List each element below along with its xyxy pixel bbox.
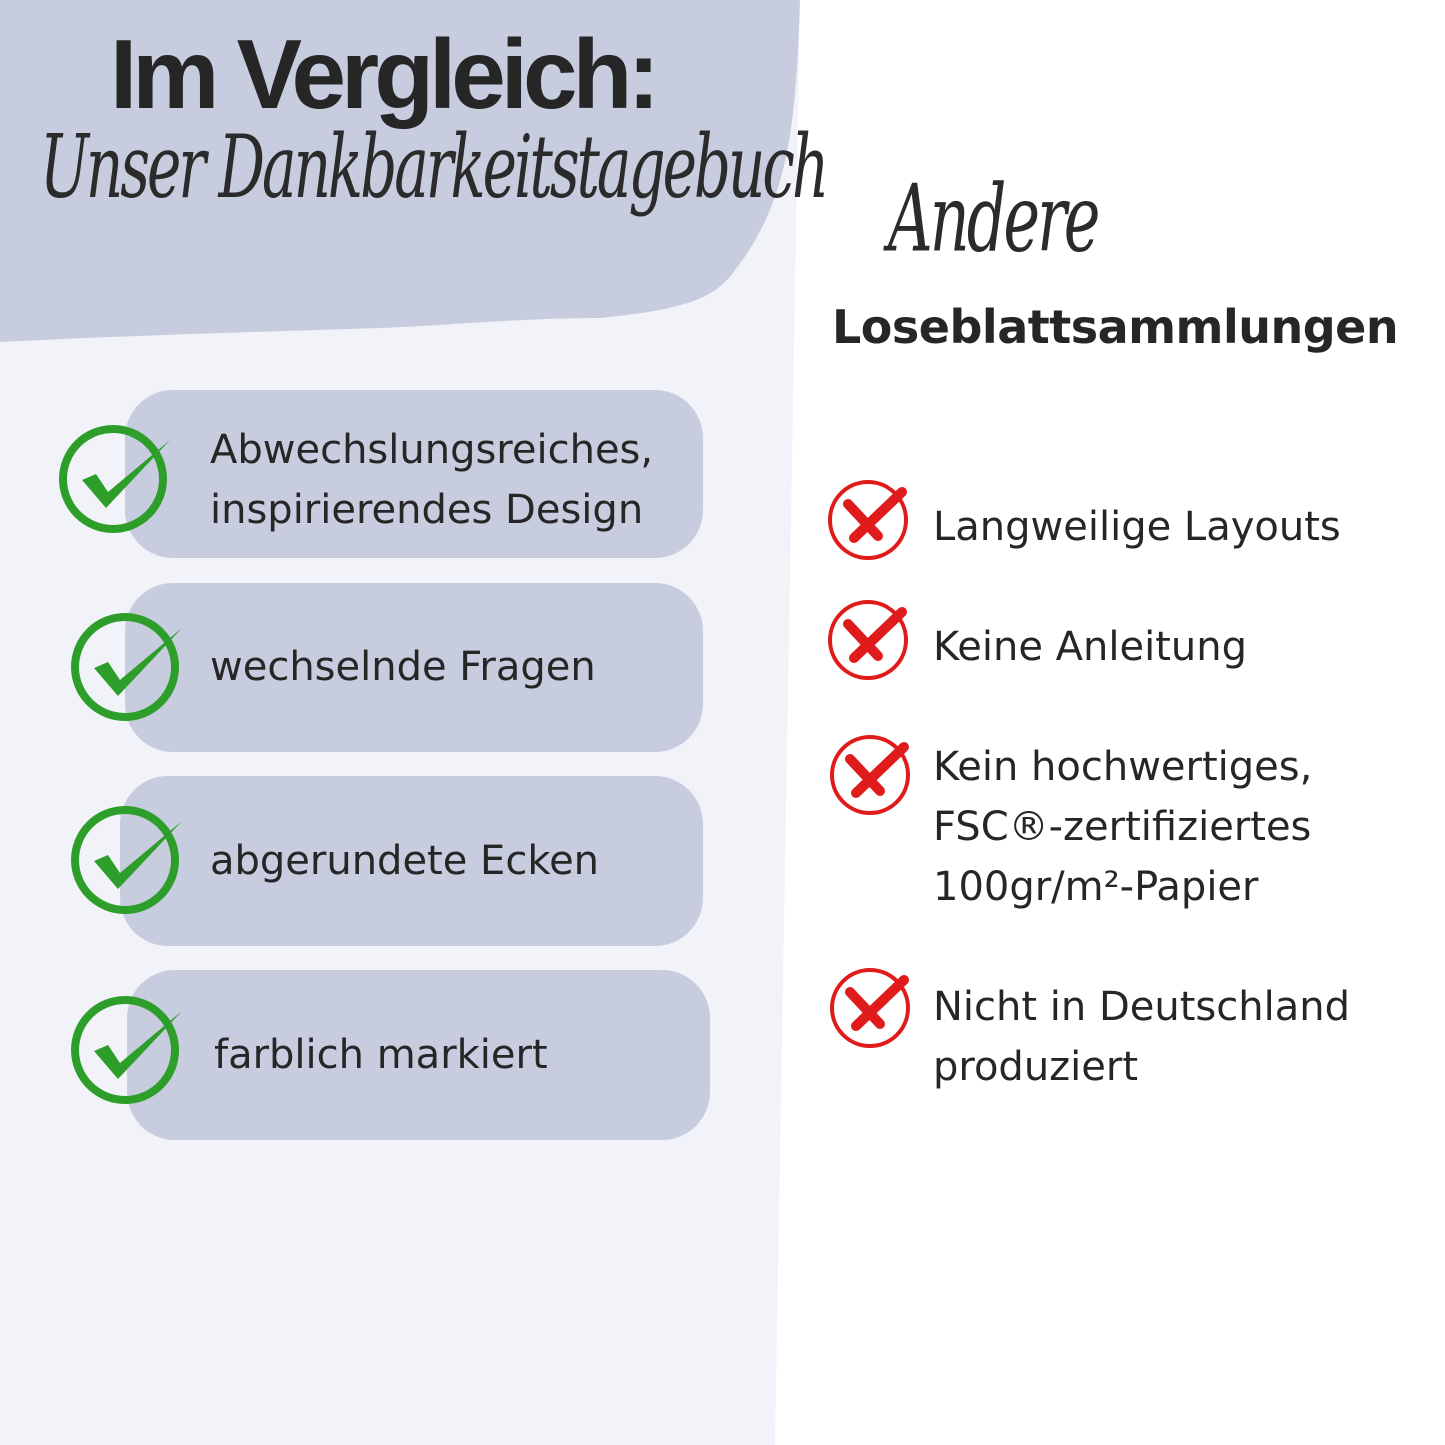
check-circle-icon (59, 425, 170, 533)
x-circle-icon (830, 735, 910, 815)
others-title: Loseblattsammlungen (832, 300, 1399, 354)
check-circle-icon (71, 613, 182, 721)
con-text: Nicht in Deutschland (933, 984, 1350, 1030)
check-circle-icon (71, 996, 182, 1104)
x-circle-icon (828, 600, 908, 680)
pro-text: farblich markiert (214, 1032, 548, 1078)
pro-text: inspirierendes Design (210, 487, 644, 533)
page-title: Im Vergleich: (110, 19, 660, 129)
x-circle-icon (828, 480, 908, 560)
header-blob (0, 0, 800, 342)
con-text: Keine Anleitung (933, 624, 1247, 670)
con-text: FSC®-zertifiziertes (933, 804, 1312, 850)
x-circle-icon (830, 968, 910, 1048)
subtitle-script: Unser Dankbarkeitstagebuch (40, 116, 829, 218)
others-script-title: Andere (888, 163, 1100, 274)
pro-text: wechselnde Fragen (210, 644, 596, 690)
pro-item (125, 390, 703, 558)
pro-item (120, 776, 703, 946)
pro-text: abgerundete Ecken (210, 838, 600, 884)
con-text: Kein hochwertiges, (933, 744, 1313, 790)
con-text: produziert (933, 1044, 1139, 1090)
con-text: 100gr/m²-Papier (933, 864, 1259, 910)
check-circle-icon (71, 806, 182, 914)
con-text: Langweilige Layouts (933, 504, 1341, 550)
pro-item (127, 970, 710, 1140)
pro-item (125, 583, 703, 752)
pro-text: Abwechslungsreiches, (210, 427, 654, 473)
